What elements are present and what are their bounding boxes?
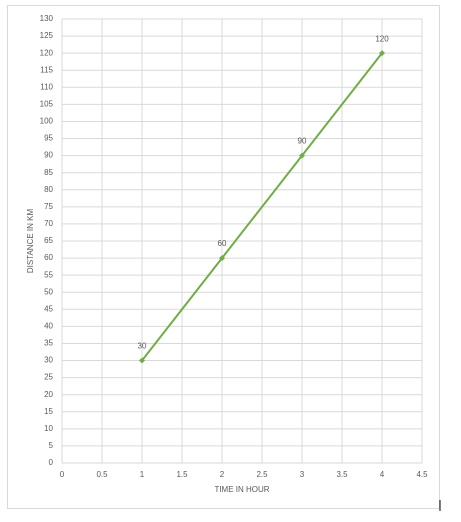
y-tick-label: 95: [44, 134, 53, 143]
y-tick-label: 5: [49, 441, 54, 450]
y-tick-label: 115: [40, 65, 53, 74]
marker: [379, 50, 385, 57]
x-tick-label: 0.5: [96, 470, 108, 479]
x-tick-label: 4: [380, 470, 385, 479]
y-tick-label: 30: [44, 356, 53, 365]
x-tick-label: 1.5: [176, 470, 188, 479]
x-tick-label: 4.5: [416, 470, 428, 479]
y-tick-label: 25: [44, 373, 53, 382]
y-tick-label: 15: [44, 407, 53, 416]
x-tick-label: 2.5: [256, 470, 268, 479]
y-tick-label: 55: [44, 270, 53, 279]
y-tick-label: 0: [49, 458, 54, 467]
y-tick-label: 20: [44, 390, 53, 399]
x-tick-label: 3: [300, 470, 305, 479]
y-axis-title: DISTANCE IN KM: [26, 209, 35, 274]
x-tick-label: 2: [220, 470, 225, 479]
y-tick-label: 125: [40, 31, 54, 40]
data-line: [141, 52, 383, 362]
marker: [219, 255, 225, 262]
x-tick-label: 3.5: [336, 470, 348, 479]
y-tick-label: 65: [44, 236, 53, 245]
y-tick-label: 85: [44, 168, 53, 177]
y-tick-label: 35: [44, 339, 53, 348]
y-tick-label: 10: [44, 424, 53, 433]
marker: [139, 357, 145, 364]
marker: [299, 152, 305, 159]
y-tick-label: 100: [40, 117, 54, 126]
y-tick-label: 75: [44, 202, 53, 211]
y-tick-label: 105: [40, 99, 54, 108]
data-label: 120: [375, 34, 389, 43]
x-tick-label: 0: [60, 470, 65, 479]
y-tick-label: 40: [44, 321, 53, 330]
y-tick-label: 45: [44, 304, 53, 313]
y-tick-label: 130: [40, 14, 54, 23]
data-label: 30: [138, 342, 147, 351]
y-tick-label: 60: [44, 253, 53, 262]
x-axis-title: TIME IN HOUR: [214, 485, 269, 494]
y-tick-label: 80: [44, 185, 53, 194]
x-tick-label: 1: [140, 470, 145, 479]
y-tick-label: 110: [40, 82, 53, 91]
y-tick-label: 120: [40, 48, 54, 57]
data-label: 60: [218, 239, 227, 248]
y-tick-label: 70: [44, 219, 53, 228]
y-tick-label: 90: [44, 151, 53, 160]
y-tick-label: 50: [44, 287, 53, 296]
data-label: 90: [298, 137, 307, 146]
